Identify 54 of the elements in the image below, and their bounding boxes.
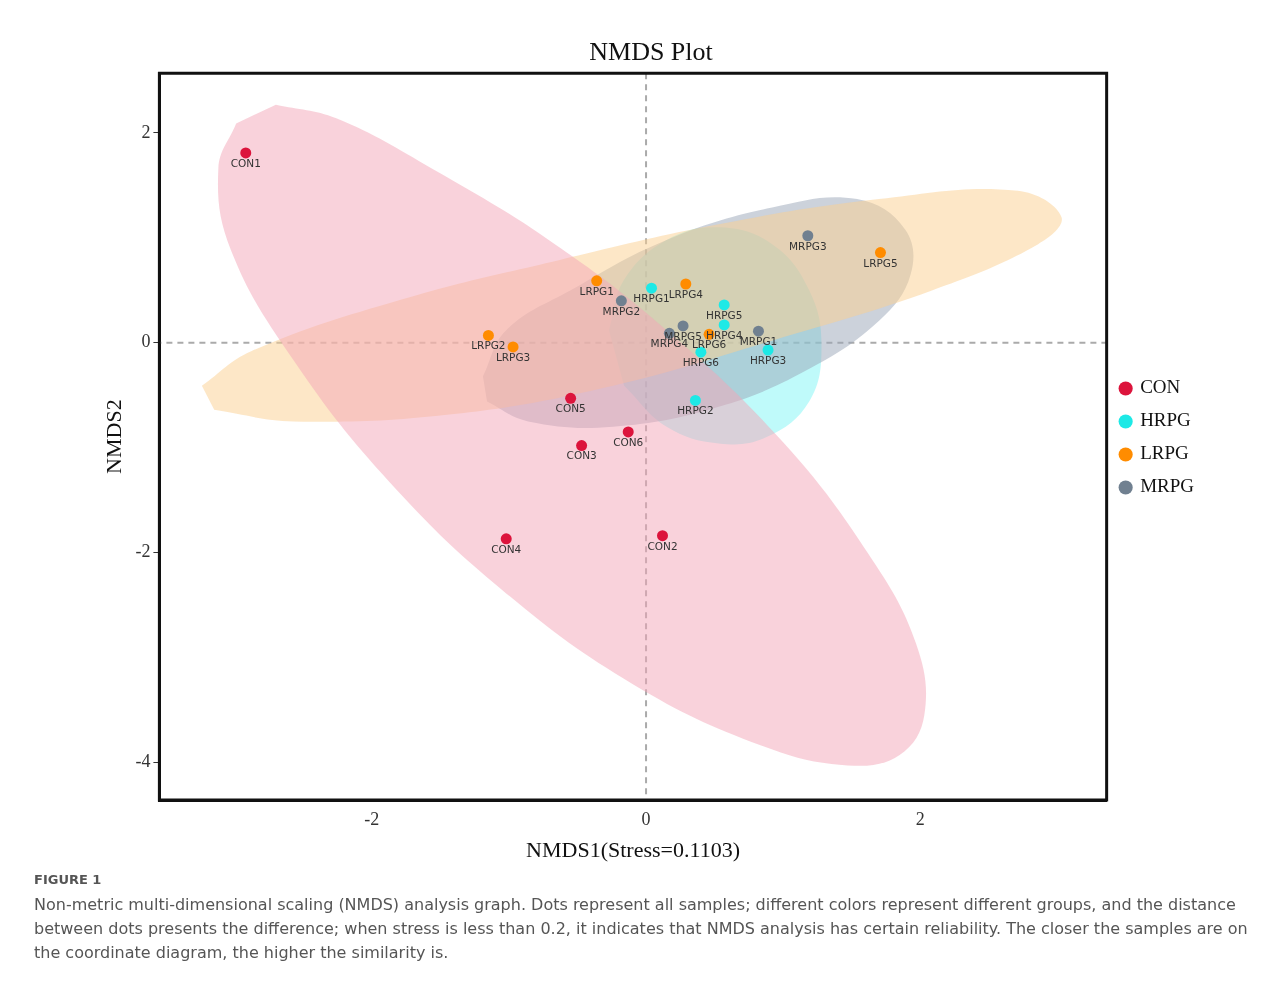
text: Non-metric multi-dimensional scaling (NMDS) analysis graph. Dots represent all samples; different colors represent different groups, and the distance between dots presents the difference; when stress is less than 0.2, it indicates that NMDS analysis has certain reliability. The closer the samples are on the coordinate diagram, the higher the similarity is. bbox=[34, 894, 1248, 964]
x-tick-label: 2 bbox=[915, 808, 925, 829]
data-label: CON4 bbox=[491, 542, 522, 555]
y-axis-title: NMDS2 bbox=[100, 399, 126, 474]
point bbox=[576, 440, 588, 452]
data-label: LRPG2 bbox=[471, 339, 506, 352]
point bbox=[507, 341, 519, 353]
point bbox=[240, 147, 252, 159]
data-label: LRPG4 bbox=[668, 287, 704, 300]
data-label: HRPG3 bbox=[749, 354, 787, 367]
y-tick-label: -2 bbox=[135, 541, 151, 562]
point bbox=[656, 530, 668, 542]
point bbox=[680, 278, 692, 290]
point bbox=[752, 325, 764, 337]
legend-label: HRPG bbox=[1140, 409, 1192, 431]
legend-label: LRPG bbox=[1140, 442, 1189, 464]
data-label: HRPG2 bbox=[677, 404, 714, 417]
caption: FIGURE 1 bbox=[34, 872, 103, 887]
y-tick-label: 2 bbox=[141, 121, 151, 142]
point bbox=[718, 319, 730, 331]
data-label: MRPG3 bbox=[789, 239, 827, 252]
point bbox=[718, 299, 730, 311]
x-tick-label: -2 bbox=[364, 808, 380, 829]
legend-label: MRPG bbox=[1140, 475, 1195, 497]
point bbox=[591, 275, 603, 287]
y-tick-label: 0 bbox=[141, 331, 151, 352]
data-label: HRPG5 bbox=[706, 308, 743, 321]
x-tick-label: 0 bbox=[641, 808, 651, 829]
chart-title: NMDS Plot bbox=[589, 37, 714, 67]
point bbox=[677, 320, 689, 332]
point bbox=[802, 230, 814, 242]
point bbox=[482, 329, 494, 341]
data-label: HRPG6 bbox=[682, 356, 720, 369]
point bbox=[689, 394, 701, 406]
point bbox=[646, 282, 658, 294]
data-label: CON1 bbox=[230, 156, 261, 169]
x-axis-title: NMDS1(Stress=0.1103) bbox=[526, 836, 740, 862]
data-label: CON2 bbox=[647, 539, 678, 552]
point bbox=[565, 392, 577, 404]
data-label: MRPG2 bbox=[602, 304, 641, 317]
point bbox=[615, 295, 627, 307]
data-label: CON6 bbox=[613, 435, 644, 448]
point bbox=[874, 247, 886, 259]
data-label: LRPG1 bbox=[579, 284, 614, 297]
point bbox=[762, 344, 774, 356]
point bbox=[500, 533, 512, 545]
legend-label: CON bbox=[1140, 376, 1181, 398]
point bbox=[622, 426, 634, 438]
data-label: LRPG5 bbox=[863, 256, 898, 269]
data-label: CON5 bbox=[555, 402, 586, 415]
data-label: LRPG3 bbox=[495, 350, 531, 363]
y-tick-label: -4 bbox=[135, 750, 151, 771]
data-label: CON3 bbox=[566, 449, 597, 462]
data-label: HRPG1 bbox=[633, 292, 670, 305]
